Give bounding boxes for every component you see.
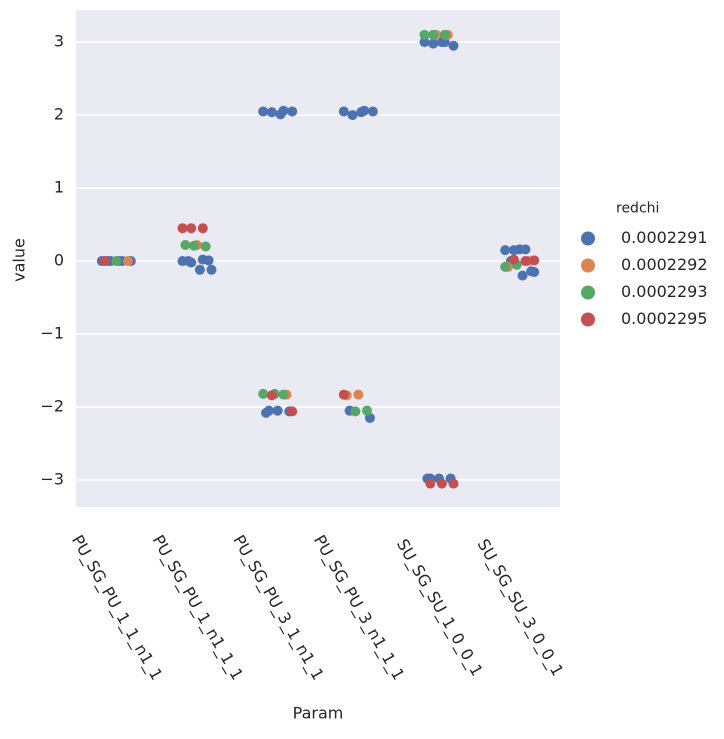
point <box>350 406 361 417</box>
point <box>177 223 188 234</box>
x-tick-label: PU_SG_PU_3_1_n1_1 <box>228 532 327 684</box>
legend-marker <box>581 231 595 246</box>
point <box>425 478 436 489</box>
point <box>197 223 208 234</box>
point <box>428 38 439 49</box>
point <box>186 223 197 234</box>
point <box>189 240 200 251</box>
point <box>448 478 459 489</box>
point <box>200 241 211 252</box>
point <box>526 266 537 277</box>
y-tick-label: −3 <box>40 469 64 488</box>
point <box>275 109 286 120</box>
point <box>436 478 447 489</box>
point <box>99 256 110 267</box>
point <box>261 407 272 418</box>
point <box>266 390 277 401</box>
point <box>514 244 525 255</box>
x-tick-label: PU_SG_PU_3_n1_1_1 <box>309 532 408 684</box>
plot-area <box>76 10 560 507</box>
point <box>520 256 531 267</box>
legend-label: 0.0002292 <box>621 255 708 274</box>
point <box>272 405 283 416</box>
point <box>183 256 194 267</box>
point <box>287 106 298 117</box>
point <box>194 264 205 275</box>
point <box>258 106 269 117</box>
point <box>448 40 459 51</box>
y-tick-label: 1 <box>54 178 64 197</box>
point <box>203 255 214 266</box>
point <box>206 264 217 275</box>
legend-label: 0.0002295 <box>621 309 708 328</box>
point <box>258 388 269 399</box>
legend-marker <box>581 312 595 327</box>
y-tick-label: 2 <box>54 105 64 124</box>
legend-marker <box>581 258 595 273</box>
legend-marker <box>581 285 595 300</box>
point <box>529 255 540 266</box>
point <box>111 256 122 267</box>
point <box>266 107 277 118</box>
point <box>428 29 439 40</box>
y-tick-label: −1 <box>40 324 64 343</box>
point <box>122 256 133 267</box>
point <box>439 29 450 40</box>
legend-label: 0.0002293 <box>621 282 708 301</box>
point <box>500 245 511 256</box>
point <box>500 261 511 272</box>
y-tick-label: 0 <box>54 251 64 270</box>
x-tick-label: SU_SG_SU_3_0_0_1 <box>473 536 568 680</box>
legend-title: redchi <box>616 201 659 217</box>
point <box>508 254 519 265</box>
x-tick-label: SU_SG_SU_1_0_0_1 <box>392 536 487 680</box>
point <box>353 389 364 400</box>
y-tick-label: −2 <box>40 397 64 416</box>
point <box>419 29 430 40</box>
y-tick-label: 3 <box>54 32 64 51</box>
point <box>517 270 528 281</box>
x-tick-label: PU_SG_PU_1_1_n1_1 <box>67 532 166 684</box>
point <box>362 405 373 416</box>
x-tick-label: PU_SG_PU_1_n1_1_1 <box>148 532 247 684</box>
point <box>338 106 349 117</box>
point <box>287 406 298 417</box>
point <box>180 239 191 250</box>
y-axis-label: value <box>10 238 29 282</box>
point <box>347 110 358 121</box>
point <box>367 106 378 117</box>
x-axis-label: Param <box>293 704 344 723</box>
point <box>356 107 367 118</box>
point <box>338 389 349 400</box>
point <box>278 389 289 400</box>
point <box>419 37 430 48</box>
legend-label: 0.0002291 <box>621 228 708 247</box>
